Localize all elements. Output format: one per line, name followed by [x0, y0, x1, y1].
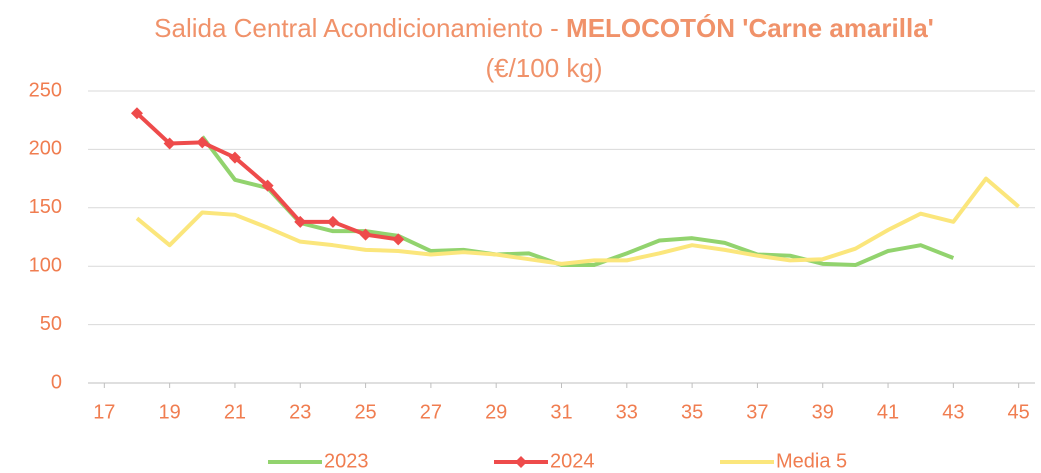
- point-marker: [392, 233, 405, 246]
- x-tick-label: 35: [681, 401, 703, 423]
- series-line: [135, 176, 1020, 266]
- x-tick-label: 23: [289, 401, 311, 423]
- x-tick-label: 19: [159, 401, 181, 423]
- y-tick-label: 50: [40, 313, 62, 335]
- series-line: [200, 135, 955, 268]
- point-marker: [196, 136, 209, 149]
- point-marker: [261, 179, 274, 192]
- legend-label: 2024: [550, 450, 595, 472]
- x-tick-label: 37: [746, 401, 768, 423]
- x-tick-label: 27: [420, 401, 442, 423]
- x-tick-label: 21: [224, 401, 246, 423]
- legend-label: Media 5: [776, 450, 847, 472]
- y-tick-label: 250: [29, 79, 62, 101]
- point-marker: [294, 215, 307, 228]
- series-line: [135, 111, 399, 242]
- legend-marker: [515, 456, 527, 468]
- point-marker: [163, 137, 176, 150]
- title-part: (€/100 kg): [485, 53, 603, 83]
- x-tick-label: 41: [877, 401, 899, 423]
- y-tick-label: 100: [29, 254, 62, 276]
- point-marker: [130, 107, 143, 120]
- x-tick-label: 17: [93, 401, 115, 423]
- point-marker: [228, 151, 241, 164]
- x-tick-label: 45: [1008, 401, 1030, 423]
- title-part: MELOCOTÓN 'Carne amarilla': [566, 13, 934, 43]
- x-tick-label: 25: [354, 401, 376, 423]
- y-tick-label: 200: [29, 138, 62, 160]
- x-tick-label: 33: [616, 401, 638, 423]
- title-part: Salida Central Acondicionamiento -: [154, 13, 567, 43]
- x-tick-label: 43: [942, 401, 964, 423]
- chart-title: Salida Central Acondicionamiento - MELOC…: [154, 8, 934, 88]
- point-marker: [359, 228, 372, 241]
- legend-label: 2023: [324, 450, 369, 472]
- x-tick-label: 31: [550, 401, 572, 423]
- x-tick-label: 29: [485, 401, 507, 423]
- point-marker: [326, 215, 339, 228]
- y-tick-label: 0: [51, 371, 62, 393]
- x-tick-label: 39: [812, 401, 834, 423]
- y-tick-label: 150: [29, 196, 62, 218]
